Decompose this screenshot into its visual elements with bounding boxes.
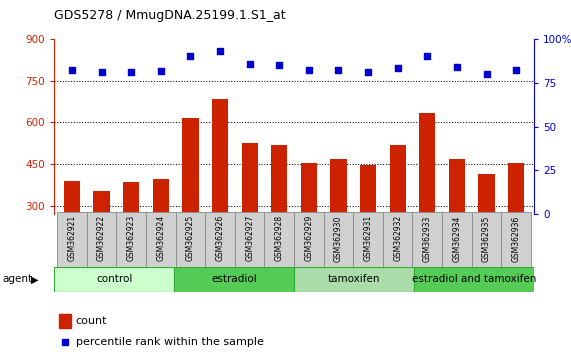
Text: GSM362925: GSM362925 [186, 215, 195, 261]
Text: GSM362934: GSM362934 [452, 215, 461, 262]
Text: GSM362924: GSM362924 [156, 215, 166, 261]
Text: GSM362921: GSM362921 [67, 215, 77, 261]
Point [482, 71, 491, 76]
Point [215, 48, 224, 54]
Text: GSM362933: GSM362933 [423, 215, 432, 262]
Point [186, 53, 195, 58]
Bar [472, 212, 501, 267]
Bar [442, 212, 472, 267]
Point [512, 67, 521, 72]
Point [67, 67, 77, 72]
Bar [146, 212, 176, 267]
Text: estradiol: estradiol [211, 274, 257, 284]
Bar [59, 314, 71, 328]
Point [97, 69, 106, 75]
Text: GSM362935: GSM362935 [482, 215, 491, 262]
Bar [412, 212, 442, 267]
Bar [360, 165, 376, 289]
Bar [501, 212, 531, 267]
Text: ▶: ▶ [31, 274, 38, 284]
Text: GSM362923: GSM362923 [127, 215, 136, 261]
Text: GSM362930: GSM362930 [334, 215, 343, 262]
Bar [212, 99, 228, 289]
Bar [264, 212, 294, 267]
Bar [123, 182, 139, 289]
Bar [182, 118, 199, 289]
Text: control: control [96, 274, 132, 284]
Text: GSM362932: GSM362932 [393, 215, 402, 261]
Bar [205, 212, 235, 267]
Text: GSM362929: GSM362929 [304, 215, 313, 261]
Point [334, 67, 343, 72]
Point [304, 67, 313, 72]
Bar [54, 267, 174, 292]
Bar [116, 212, 146, 267]
Text: percentile rank within the sample: percentile rank within the sample [76, 337, 264, 347]
Bar [389, 145, 406, 289]
Bar [64, 181, 80, 289]
Point [385, 246, 395, 251]
Bar [294, 267, 414, 292]
Text: agent: agent [3, 274, 33, 284]
Bar [414, 267, 534, 292]
Point [364, 69, 373, 75]
Bar [449, 159, 465, 289]
Text: GSM362926: GSM362926 [215, 215, 224, 261]
Bar [94, 190, 110, 289]
Text: GSM362931: GSM362931 [364, 215, 373, 261]
Text: estradiol and tamoxifen: estradiol and tamoxifen [412, 274, 536, 284]
Point [452, 64, 461, 70]
Text: tamoxifen: tamoxifen [328, 274, 380, 284]
Text: GSM362922: GSM362922 [97, 215, 106, 261]
Text: GDS5278 / MmugDNA.25199.1.S1_at: GDS5278 / MmugDNA.25199.1.S1_at [54, 9, 286, 22]
Point [245, 61, 254, 67]
Bar [508, 163, 524, 289]
Bar [235, 212, 264, 267]
Point [275, 63, 284, 68]
Bar [242, 143, 258, 289]
Bar [331, 159, 347, 289]
Point [127, 69, 136, 75]
Point [393, 65, 402, 71]
Point [156, 68, 166, 74]
Bar [271, 145, 287, 289]
Bar [87, 212, 116, 267]
Text: GSM362927: GSM362927 [245, 215, 254, 261]
Bar [324, 212, 353, 267]
Bar [419, 113, 436, 289]
Text: count: count [76, 316, 107, 326]
Bar [152, 179, 169, 289]
Text: GSM362928: GSM362928 [275, 215, 284, 261]
Bar [294, 212, 324, 267]
Text: GSM362936: GSM362936 [512, 215, 521, 262]
Bar [176, 212, 205, 267]
Bar [353, 212, 383, 267]
Bar [478, 174, 494, 289]
Bar [301, 163, 317, 289]
Point [423, 53, 432, 58]
Bar [383, 212, 412, 267]
Bar [174, 267, 294, 292]
Bar [57, 212, 87, 267]
